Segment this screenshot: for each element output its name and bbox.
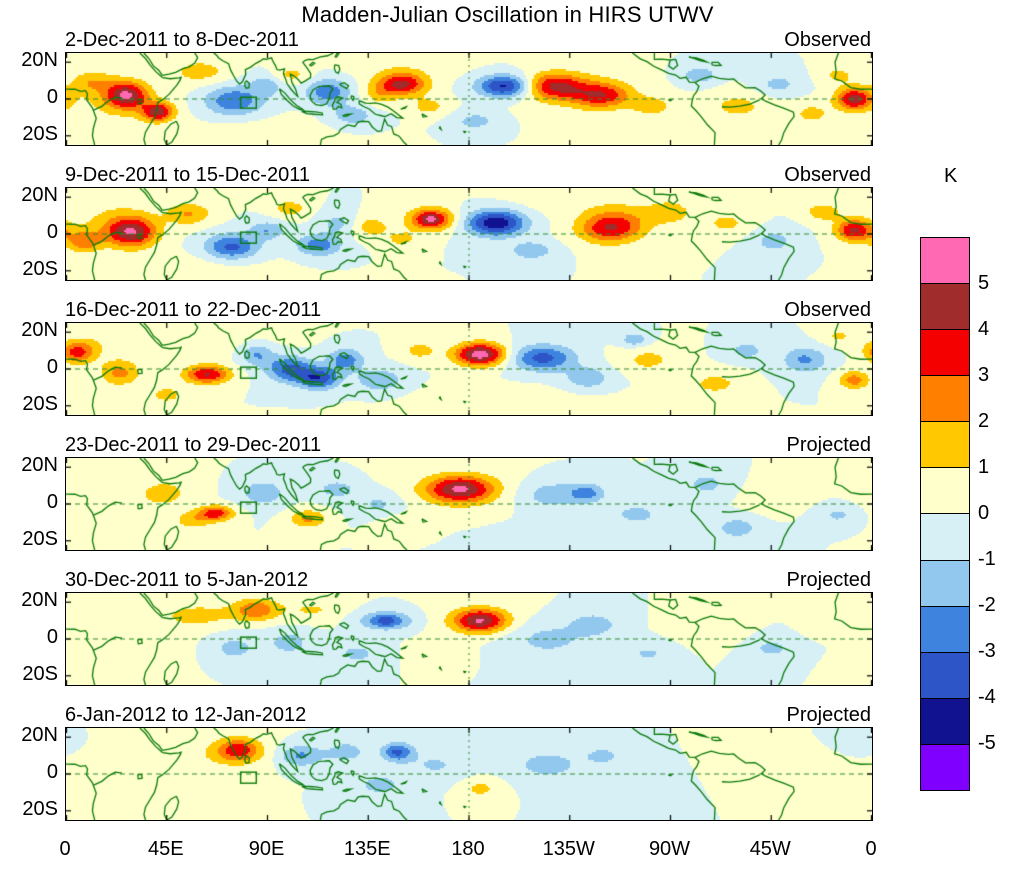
colorbar-tick-label: -1 — [978, 548, 996, 570]
x-tick-label: 90W — [648, 838, 691, 860]
colorbar-segment — [921, 743, 969, 790]
colorbar-tick-label: -4 — [978, 686, 996, 708]
y-tick-label-20s: 20S — [22, 798, 58, 820]
panel-header: 16-Dec-2011 to 22-Dec-2011 Observed — [65, 298, 871, 322]
y-tick-label-20s: 20S — [22, 258, 58, 280]
map-canvas — [65, 727, 873, 821]
colorbar-tick-label: -5 — [978, 732, 996, 754]
x-tick-label: 135E — [343, 838, 391, 860]
figure-title: Madden-Julian Oscillation in HIRS UTWV — [301, 2, 714, 27]
colorbar-tick-label: 0 — [978, 502, 990, 524]
x-tick-label: 135W — [542, 838, 595, 860]
map-canvas — [65, 322, 873, 416]
y-tick-label-20s: 20S — [22, 123, 58, 145]
colorbar-tick-label: 3 — [978, 364, 990, 386]
panel-status: Projected — [786, 434, 872, 456]
x-tick-label: 45E — [147, 838, 184, 860]
panel-header: 9-Dec-2011 to 15-Dec-2011 Observed — [65, 163, 871, 187]
colorbar-tick-label: 2 — [978, 410, 990, 432]
x-tick-label: 90E — [248, 838, 285, 860]
map-plot: 20N 0 20S — [21, 319, 873, 416]
x-tick-label: 0 — [865, 838, 877, 860]
y-tick-label-20n: 20N — [21, 184, 58, 206]
colorbar-segment — [921, 605, 969, 652]
map-plot: 20N 0 20S — [21, 49, 873, 146]
map-plot: 20N 0 20S — [21, 589, 873, 686]
colorbar-segment — [921, 697, 969, 744]
panel-status: Projected — [786, 704, 872, 726]
panel-status: Observed — [784, 29, 871, 51]
panel-5: 30-Dec-2011 to 5-Jan-2012 Projected 20N … — [21, 568, 873, 686]
map-canvas — [65, 187, 873, 281]
map-canvas — [65, 457, 873, 551]
colorbar-segment — [921, 375, 969, 422]
panel-header: 30-Dec-2011 to 5-Jan-2012 Projected — [65, 568, 871, 592]
y-tick-label-eq: 0 — [46, 626, 58, 648]
panel-header: 6-Jan-2012 to 12-Jan-2012 Projected — [65, 703, 871, 727]
y-tick-label-eq: 0 — [46, 356, 58, 378]
map-plot: 20N 0 20S — [21, 184, 873, 281]
panel-status: Projected — [786, 569, 872, 591]
panel-6: 6-Jan-2012 to 12-Jan-2012 Projected 20N … — [21, 703, 873, 821]
y-tick-label-20n: 20N — [21, 589, 58, 611]
colorbar-segment — [921, 329, 969, 376]
panel-header: 23-Dec-2011 to 29-Dec-2011 Projected — [65, 433, 871, 457]
colorbar-tick-label: -2 — [978, 594, 996, 616]
y-tick-label-eq: 0 — [46, 761, 58, 783]
colorbar-segment — [921, 651, 969, 698]
panels-container: 2-Dec-2011 to 8-Dec-2011 Observed 20N 0 … — [21, 28, 873, 838]
x-tick-label: 0 — [59, 838, 71, 860]
y-tick-label-20s: 20S — [22, 663, 58, 685]
y-tick-label-20s: 20S — [22, 528, 58, 550]
y-tick-label-20n: 20N — [21, 724, 58, 746]
panel-1: 2-Dec-2011 to 8-Dec-2011 Observed 20N 0 … — [21, 28, 873, 146]
colorbar-segment — [921, 421, 969, 468]
panel-2: 9-Dec-2011 to 15-Dec-2011 Observed 20N 0… — [21, 163, 873, 281]
map-canvas — [65, 592, 873, 686]
y-tick-label-eq: 0 — [46, 221, 58, 243]
panel-header: 2-Dec-2011 to 8-Dec-2011 Observed — [65, 28, 871, 52]
colorbar-tick-label: 5 — [978, 272, 990, 294]
colorbar-segment — [921, 283, 969, 330]
y-tick-label-20s: 20S — [22, 393, 58, 415]
panel-status: Observed — [784, 164, 871, 186]
panel-date-range: 6-Jan-2012 to 12-Jan-2012 — [65, 704, 307, 726]
y-tick-label-20n: 20N — [21, 454, 58, 476]
colorbar-segment — [921, 467, 969, 514]
map-plot: 20N 0 20S — [21, 724, 873, 821]
colorbar-bar — [920, 237, 970, 791]
colorbar-segment — [921, 238, 969, 284]
colorbar-tick-label: -3 — [978, 640, 996, 662]
colorbar: K 5 4 3 2 1 0 -1 -2 -3 -4 -5 — [920, 165, 1015, 825]
panel-date-range: 2-Dec-2011 to 8-Dec-2011 — [65, 29, 299, 51]
map-canvas — [65, 52, 873, 146]
panel-date-range: 9-Dec-2011 to 15-Dec-2011 — [65, 164, 310, 186]
panel-date-range: 23-Dec-2011 to 29-Dec-2011 — [65, 434, 322, 456]
colorbar-segment — [921, 513, 969, 560]
x-tick-label: 45W — [749, 838, 791, 860]
panel-4: 23-Dec-2011 to 29-Dec-2011 Projected 20N… — [21, 433, 873, 551]
y-tick-label-eq: 0 — [46, 491, 58, 513]
panel-status: Observed — [784, 299, 871, 321]
y-tick-label-20n: 20N — [21, 49, 58, 71]
colorbar-unit-label: K — [944, 165, 958, 187]
x-axis: 0 45E 90E 135E 180 135W 90W 45W 0 — [59, 838, 876, 868]
panel-date-range: 16-Dec-2011 to 22-Dec-2011 — [65, 299, 322, 321]
y-tick-label-20n: 20N — [21, 319, 58, 341]
panel-date-range: 30-Dec-2011 to 5-Jan-2012 — [65, 569, 309, 591]
colorbar-tick-label: 4 — [978, 318, 990, 340]
map-plot: 20N 0 20S — [21, 454, 873, 551]
x-tick-label: 180 — [451, 838, 485, 860]
y-tick-label-eq: 0 — [46, 86, 58, 108]
colorbar-segment — [921, 559, 969, 606]
colorbar-tick-label: 1 — [978, 456, 990, 478]
panel-3: 16-Dec-2011 to 22-Dec-2011 Observed 20N … — [21, 298, 873, 416]
